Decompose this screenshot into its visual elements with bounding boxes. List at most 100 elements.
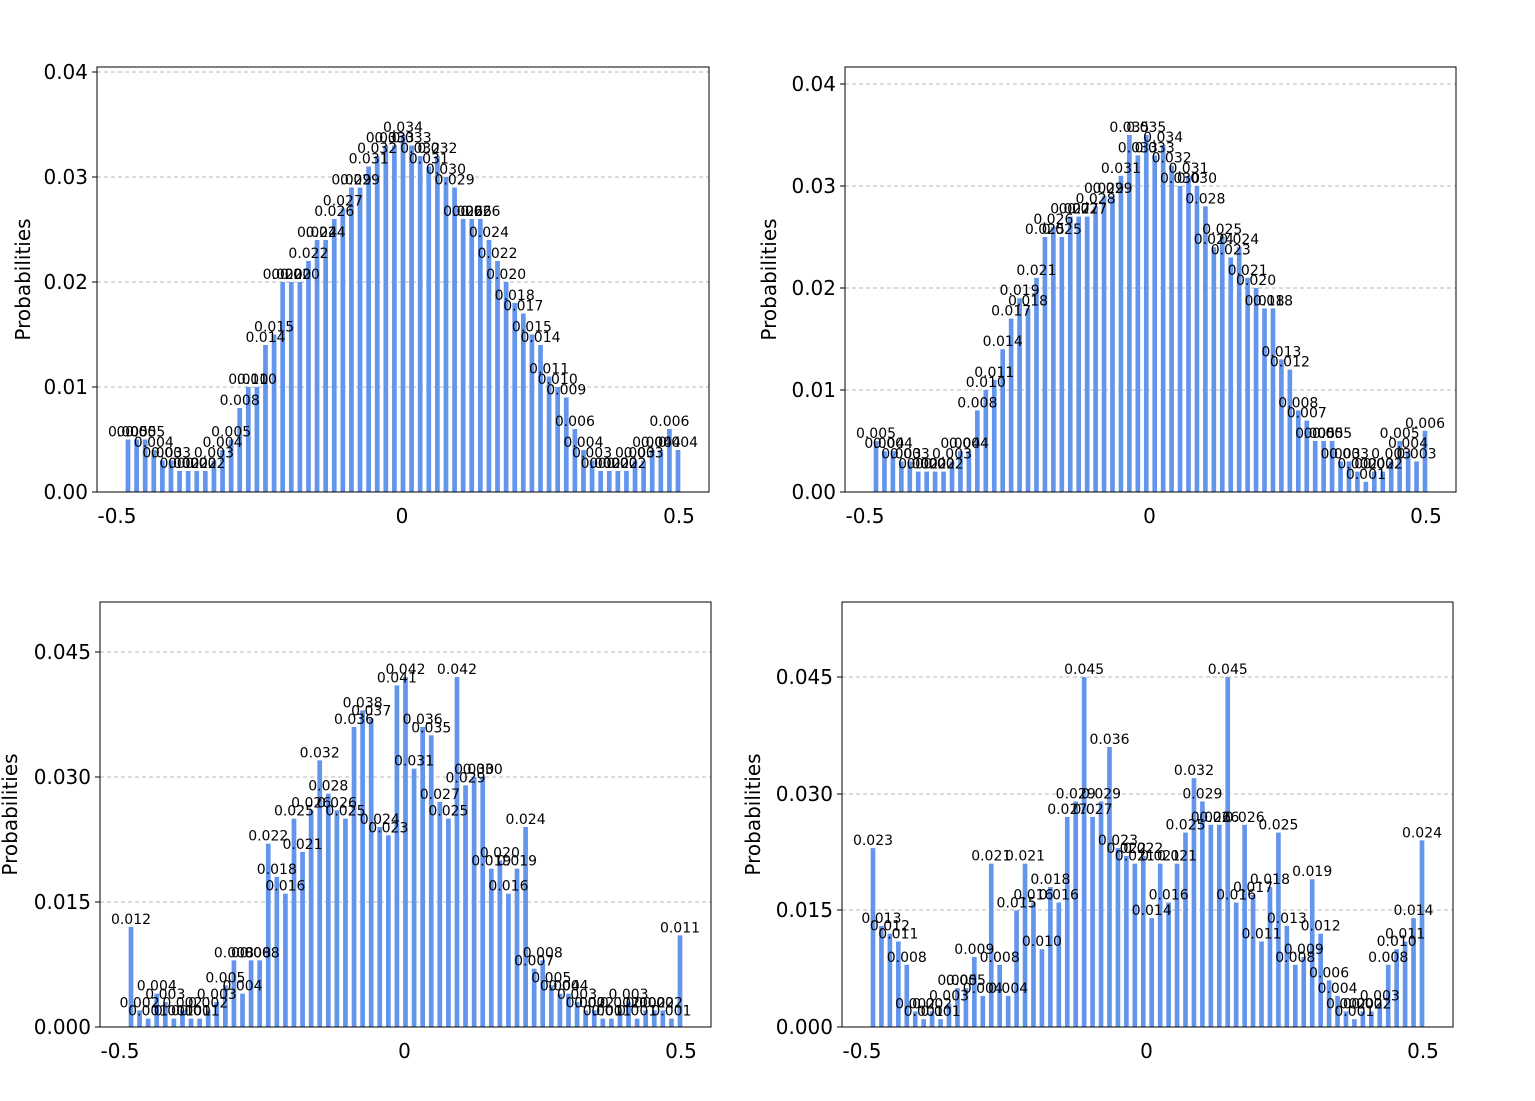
bar	[340, 208, 346, 492]
x-tick-label: 0	[396, 504, 409, 528]
bar-value-label: 0.008	[214, 945, 254, 961]
bar	[1219, 237, 1225, 492]
plot-frame	[96, 66, 710, 493]
bar-value-label: 0.021	[1115, 849, 1155, 865]
bar	[1419, 840, 1425, 1027]
bar	[873, 441, 879, 492]
bar-value-label: 0.001	[651, 1004, 691, 1020]
bar	[1186, 175, 1191, 493]
bar	[411, 768, 417, 1027]
bar	[1346, 461, 1352, 492]
bar-value-label: 0.006	[1405, 416, 1445, 432]
bar	[624, 471, 629, 492]
bar-value-label: 0.042	[437, 662, 477, 678]
bar	[540, 960, 546, 1027]
bar-value-label: 0.028	[1076, 191, 1116, 207]
bar-value-label: 0.019	[1292, 864, 1332, 880]
bar	[546, 376, 552, 492]
bar	[1200, 801, 1205, 1027]
bar-value-label: 0.003	[557, 987, 597, 1003]
plot-frame	[99, 601, 712, 1028]
bar-value-label: 0.004	[949, 436, 989, 452]
bar-value-label: 0.017	[1233, 880, 1273, 896]
bar	[649, 450, 655, 492]
bar	[392, 145, 397, 492]
bar-value-label: 0.002	[1343, 996, 1383, 1012]
bar-value-label: 0.023	[368, 820, 408, 836]
bar-value-label: 0.020	[480, 845, 520, 861]
bar	[228, 439, 234, 492]
bar	[231, 960, 237, 1027]
chart-panel-1: 0.0050.0050.0050.0040.0030.0030.0020.002…	[11, 60, 710, 528]
bar-value-label: 0.005	[117, 425, 157, 441]
bar	[1405, 451, 1411, 492]
bar	[572, 429, 578, 492]
bar	[591, 1010, 597, 1027]
bar-value-label: 0.021	[283, 837, 323, 853]
x-tick-label: -0.5	[845, 504, 884, 528]
bar	[1388, 461, 1394, 492]
y-tick-label: 0.01	[43, 375, 88, 399]
y-axis-label: Probabilities	[741, 753, 765, 875]
bar	[589, 460, 595, 492]
bar	[1233, 902, 1239, 1027]
bar-value-label: 0.008	[220, 393, 260, 409]
y-axis-label: Probabilities	[757, 218, 781, 340]
bar	[641, 460, 646, 492]
bar	[1284, 925, 1290, 1027]
bar-value-label: 0.024	[469, 225, 509, 241]
bar	[368, 718, 374, 1027]
bar-value-label: 0.024	[360, 812, 400, 828]
y-tick-label: 0.030	[34, 765, 91, 789]
bar	[677, 935, 683, 1027]
bar-value-label: 0.024	[306, 225, 346, 241]
bar	[1352, 1019, 1357, 1027]
bar-value-label: 0.008	[1275, 950, 1315, 966]
bar-value-label: 0.001	[904, 1004, 944, 1020]
bar	[420, 727, 426, 1027]
bar-value-label: 0.001	[921, 1004, 961, 1020]
bar-value-label: 0.007	[514, 954, 554, 970]
bar-value-label: 0.021	[971, 849, 1011, 865]
bar-value-label: 0.027	[1047, 802, 1087, 818]
bar	[1177, 186, 1183, 492]
bar	[890, 451, 896, 492]
bar	[237, 408, 243, 492]
bar-value-label: 0.004	[658, 435, 698, 451]
bar-value-label: 0.016	[1013, 888, 1053, 904]
bar	[1101, 196, 1107, 492]
bar	[1355, 471, 1360, 492]
bar-value-label: 0.036	[403, 712, 443, 728]
bar	[512, 303, 518, 492]
y-axis-label: Probabilities	[11, 218, 35, 340]
bar	[1236, 247, 1242, 492]
chart-panel-4: 0.0230.0130.0120.0110.0080.0020.0010.002…	[741, 601, 1454, 1063]
bar-value-label: 0.029	[446, 770, 486, 786]
bar	[168, 460, 174, 492]
bar-value-label: 0.020	[263, 267, 303, 283]
bar	[1216, 824, 1222, 1027]
bar	[600, 1018, 606, 1027]
bar	[394, 685, 400, 1027]
y-tick-label: 0.000	[34, 1015, 91, 1039]
bar-value-label: 0.021	[1016, 263, 1056, 279]
bar	[317, 760, 323, 1027]
bar-value-label: 0.018	[1253, 293, 1293, 309]
bar	[1005, 995, 1011, 1027]
bar	[1360, 1011, 1366, 1027]
bar	[1157, 863, 1163, 1027]
bar	[1411, 918, 1416, 1027]
bar-value-label: 0.003	[194, 446, 234, 462]
bar-value-label: 0.005	[1380, 426, 1420, 442]
bar-value-label: 0.016	[1216, 888, 1256, 904]
bar	[1031, 902, 1036, 1027]
bar	[523, 827, 528, 1027]
bar	[306, 261, 311, 492]
bar	[983, 390, 989, 492]
bar-value-label: 0.023	[1098, 833, 1138, 849]
bar	[1343, 1011, 1349, 1027]
bar	[202, 471, 208, 492]
bar-value-label: 0.013	[1261, 344, 1301, 360]
bar-value-label: 0.011	[660, 920, 700, 936]
bar-value-label: 0.026	[314, 204, 354, 220]
